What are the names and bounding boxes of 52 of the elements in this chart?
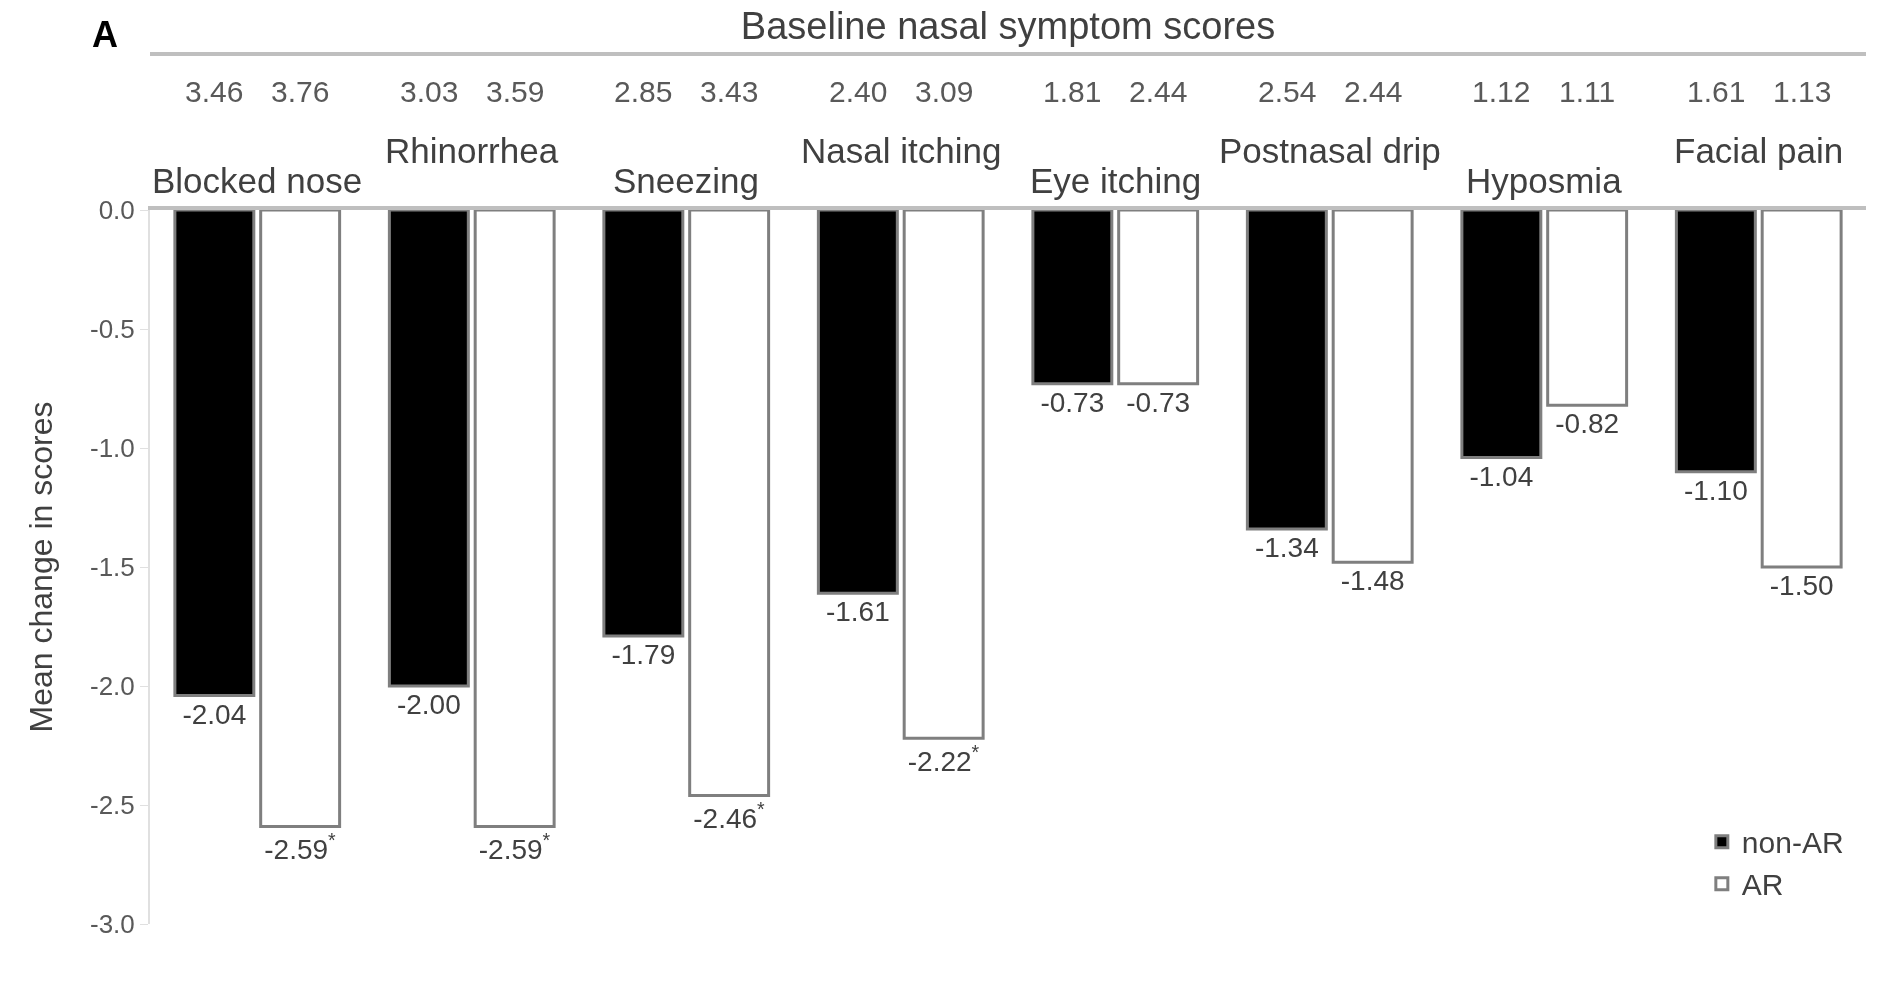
data-label: -2.59$^{*}$ xyxy=(264,829,337,866)
y-tick-label: -2.5 xyxy=(89,790,135,821)
x-tick-label: Postnasal drip xyxy=(1219,131,1441,170)
text: 1.12 xyxy=(1472,75,1531,108)
data-label: -1.61 xyxy=(825,596,890,628)
x-tick-label: Hyposmia xyxy=(1466,161,1623,200)
text: 1.11 xyxy=(1559,75,1616,108)
data-label: -2.46$^{*}$ xyxy=(693,798,766,835)
x-tick-label: Blocked nose xyxy=(152,161,363,200)
text: 3.76 xyxy=(271,75,330,108)
data-label: -1.48 xyxy=(1340,565,1405,597)
text: 2.44 xyxy=(1129,75,1188,108)
data-label: -0.82 xyxy=(1555,408,1620,440)
data-label: -0.73 xyxy=(1040,386,1105,418)
x-tick-label: Rhinorrhea xyxy=(385,131,559,170)
text: 1.81 xyxy=(1043,75,1102,108)
text: 3.43 xyxy=(700,75,759,108)
data-label: -2.22$^{*}$ xyxy=(907,741,980,778)
text: 3.03 xyxy=(400,75,459,108)
x-tick-label: Eye itching xyxy=(1030,161,1202,200)
text: Baseline nasal symptom scores xyxy=(740,5,1276,48)
text: 2.44 xyxy=(1344,75,1403,108)
text: 3.09 xyxy=(915,75,974,108)
data-label: -1.50 xyxy=(1769,570,1834,601)
text: 3.59 xyxy=(486,75,545,108)
x-tick-label: Sneezing xyxy=(613,161,759,200)
y-axis-title: Mean change in scores xyxy=(22,401,59,733)
y-tick-label: -0.5 xyxy=(89,314,135,345)
y-tick-label: -1.0 xyxy=(89,433,135,464)
y-tick-label: -3.0 xyxy=(89,909,135,940)
legend-label: AR xyxy=(1741,868,1784,902)
legend-label: non-AR xyxy=(1741,826,1844,860)
data-label: -2.59$^{*}$ xyxy=(478,829,551,866)
data-label: -1.10 xyxy=(1683,474,1748,506)
x-tick-label: Facial pain xyxy=(1674,131,1844,170)
data-label: -2.04 xyxy=(182,698,247,730)
data-label: -0.73 xyxy=(1126,386,1191,418)
text: 2.85 xyxy=(614,75,673,108)
text: 2.54 xyxy=(1258,75,1317,108)
data-label: -1.79 xyxy=(611,639,676,671)
data-label: -1.04 xyxy=(1469,460,1534,492)
y-tick-label: 0.0 xyxy=(98,195,135,226)
y-tick-label: -2.0 xyxy=(89,671,135,702)
text: 1.13 xyxy=(1773,75,1832,108)
data-label: -1.34 xyxy=(1254,531,1319,563)
text: 1.61 xyxy=(1687,75,1746,108)
x-tick-label: Nasal itching xyxy=(801,131,1002,170)
text: 3.46 xyxy=(185,75,244,108)
text: 2.40 xyxy=(829,75,888,108)
data-label: -2.00 xyxy=(396,689,461,720)
y-tick-label: -1.5 xyxy=(89,552,135,583)
text: A xyxy=(92,14,118,55)
